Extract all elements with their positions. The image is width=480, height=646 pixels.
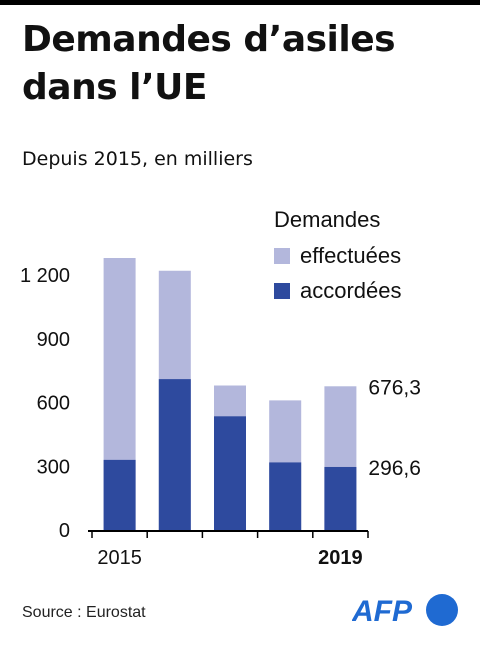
- top-rule: [0, 0, 480, 5]
- y-tick-label-0: 0: [59, 520, 70, 542]
- bar-accordees-2018: [269, 462, 302, 530]
- title-line-2: dans l’UE: [22, 67, 208, 108]
- data-label-296-6: 296,6: [368, 457, 421, 480]
- chart-title: Demandes d’asiles dans l’UE: [22, 16, 462, 112]
- title-line-1: Demandes d’asiles: [22, 19, 396, 60]
- afp-logo: AFP: [352, 594, 458, 628]
- y-tick-label-300: 300: [37, 456, 70, 478]
- legend-title: Demandes: [274, 207, 381, 232]
- legend-swatch-effectuees: [274, 248, 290, 264]
- y-tick-label-1200: 1 200: [20, 265, 70, 287]
- x-tick-label-2015: 2015: [97, 547, 142, 569]
- legend-item-effectuees: effectuées: [274, 243, 401, 269]
- bar-accordees-2015: [103, 459, 136, 530]
- legend-label-effectuees: effectuées: [300, 243, 402, 268]
- bar-accordees-2016: [158, 379, 191, 530]
- legend-swatch-accordees: [274, 283, 290, 299]
- x-tick-label-2019: 2019: [318, 547, 363, 569]
- legend-item-accordees: accordées: [274, 278, 402, 304]
- chart-subtitle: Depuis 2015, en milliers: [22, 148, 253, 170]
- source-note: Source : Eurostat: [22, 604, 146, 621]
- bar-accordees-2019: [324, 466, 357, 530]
- bar-accordees-2017: [214, 416, 246, 530]
- svg-text:AFP: AFP: [352, 595, 413, 628]
- y-tick-label-600: 600: [37, 393, 70, 415]
- y-tick-label-900: 900: [37, 329, 70, 351]
- data-label-676-3: 676,3: [368, 376, 421, 399]
- legend-label-accordees: accordées: [300, 278, 402, 303]
